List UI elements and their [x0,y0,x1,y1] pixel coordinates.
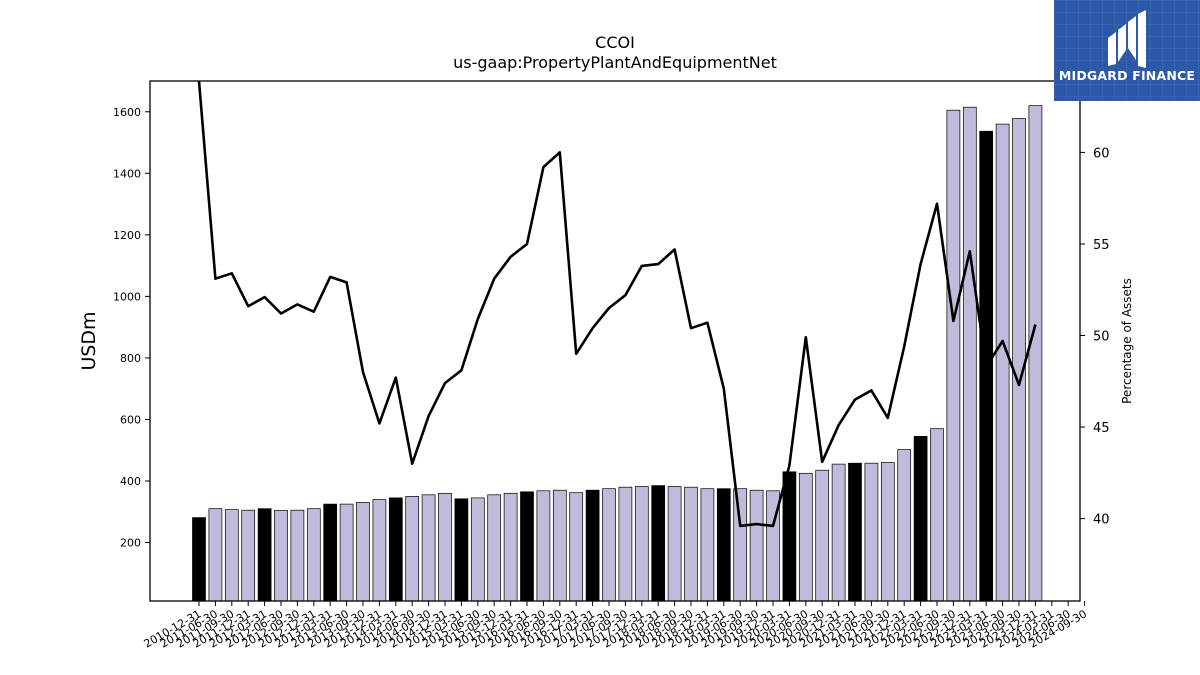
bar [667,486,682,602]
y-tick-label: 1200 [113,229,141,242]
bar [1028,105,1043,602]
bar [306,508,321,602]
bar [848,462,862,602]
y2-axis: 40 45 50 55 60 [1080,146,1110,528]
bar [290,509,305,602]
x-axis: 2010-12-312011-06-302011-09-302011-12-31… [142,601,1089,651]
bar [782,471,797,602]
bar [356,502,370,602]
bar [241,509,256,602]
bar [208,508,223,602]
bar [864,462,879,602]
bar [536,490,551,602]
y-tick-label: 1000 [113,290,141,303]
bar [831,463,846,602]
y-tick-label: 1400 [113,167,141,180]
bar [880,462,895,602]
bar [372,499,387,602]
y-tick-label: 1600 [113,106,141,119]
line-path [197,80,1037,528]
bar [470,497,485,602]
bar [618,486,633,602]
bar [585,489,600,602]
bar [339,503,354,602]
y-tick-label: 200 [120,537,141,550]
bar [930,428,944,602]
y-tick-label: 400 [120,475,141,488]
bar [995,123,1010,602]
brand-logo: MIDGARD FINANCE [1054,0,1200,101]
bar [552,489,567,602]
bar [897,449,912,602]
bar [405,496,420,602]
bar [454,498,469,602]
y2-tick-label: 55 [1093,238,1110,253]
bar [798,472,813,602]
bar [421,494,436,602]
bar [815,469,830,602]
bar [733,488,748,602]
bar [700,488,715,602]
bar-series [192,105,1043,602]
bar [684,486,698,602]
midgard-logo-icon [1108,10,1146,68]
y-tick-label: 800 [120,352,141,365]
bar [651,485,666,602]
bar [388,497,403,602]
bar [946,109,961,602]
bar [569,492,584,602]
brand-name: MIDGARD FINANCE [1058,68,1196,83]
line-series [197,80,1037,528]
bar [602,488,616,602]
y-tick-label: 600 [120,413,141,426]
y2-tick-label: 45 [1093,421,1110,436]
bar [716,488,731,602]
y2-axis-label: Percentage of Assets [1120,278,1134,404]
bar [913,436,928,602]
bar [520,491,534,602]
chart-title: CCOI [595,33,635,52]
bar [192,517,206,602]
bar [257,508,272,602]
bar [487,494,502,602]
y-axis: 200 400 600 800 1000 1200 1400 1600 [113,106,150,550]
bar [503,492,518,602]
bar [438,492,452,602]
plot-frame [149,80,1081,602]
bar [274,510,288,602]
bar [634,486,649,602]
bar [1012,118,1026,602]
bar [749,489,764,602]
chart-subtitle: us-gaap:PropertyPlantAndEquipmentNet [453,53,777,72]
bar [224,509,239,602]
bar [323,503,338,602]
y-axis-label: USDm [78,311,100,370]
y2-tick-label: 60 [1093,146,1110,161]
y2-tick-label: 50 [1093,330,1110,345]
y2-tick-label: 40 [1093,513,1110,528]
bar [962,106,977,602]
